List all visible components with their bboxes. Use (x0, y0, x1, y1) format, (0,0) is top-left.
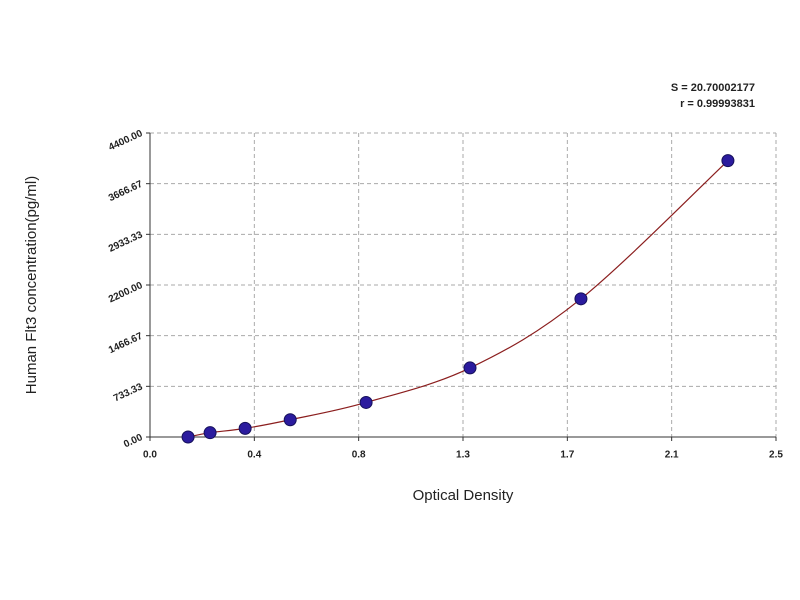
x-axis-label: Optical Density (413, 487, 514, 504)
y-tick-label: 2933.33 (107, 229, 145, 254)
data-point (283, 413, 297, 427)
x-tick-label: 2.5 (769, 450, 783, 461)
x-tick-label: 1.7 (560, 450, 574, 461)
y-axis-label: Human Flt3 concentration(pg/ml) (23, 176, 40, 394)
y-tick-label: 733.33 (112, 381, 145, 404)
data-point (359, 395, 373, 409)
annotation: S = 20.70002177 (671, 82, 755, 94)
data-point (203, 426, 217, 440)
data-point (721, 154, 735, 168)
y-tick-label: 3666.67 (107, 179, 145, 204)
y-tick-label: 4400.00 (107, 128, 145, 153)
data-point (181, 430, 195, 444)
y-tick-label: 2200.00 (107, 280, 145, 305)
x-tick-label: 2.1 (665, 450, 679, 461)
x-tick-label: 0.8 (352, 450, 366, 461)
fit-curve (187, 160, 729, 438)
x-tick-label: 1.3 (456, 450, 470, 461)
data-point (574, 292, 588, 306)
y-tick-label: 1466.67 (107, 331, 145, 356)
x-tick-label: 0.0 (143, 450, 157, 461)
annotation: r = 0.99993831 (680, 98, 755, 110)
y-tick-label: 0.00 (122, 432, 145, 450)
x-tick-label: 0.4 (247, 450, 261, 461)
data-point (463, 361, 477, 375)
data-point (238, 421, 252, 435)
